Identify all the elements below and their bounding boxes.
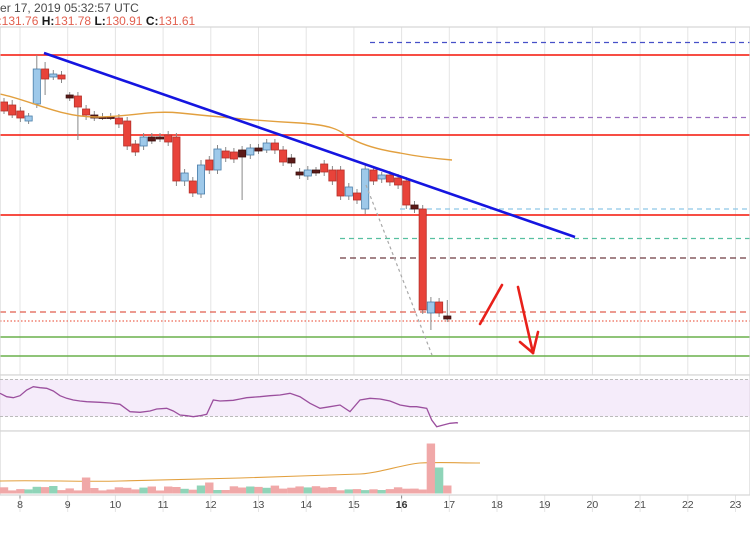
svg-text:19: 19 xyxy=(539,499,551,511)
svg-text:16: 16 xyxy=(396,499,408,511)
svg-text:12: 12 xyxy=(205,499,217,511)
svg-text:22: 22 xyxy=(682,499,694,511)
svg-text:18: 18 xyxy=(491,499,503,511)
svg-text:8: 8 xyxy=(17,499,23,511)
svg-text:21: 21 xyxy=(634,499,646,511)
svg-text:10: 10 xyxy=(110,499,122,511)
svg-text:23: 23 xyxy=(730,499,742,511)
svg-text:17: 17 xyxy=(443,499,455,511)
svg-text:20: 20 xyxy=(587,499,599,511)
svg-text:15: 15 xyxy=(348,499,360,511)
svg-text:9: 9 xyxy=(65,499,71,511)
svg-text:14: 14 xyxy=(300,499,312,511)
svg-text:11: 11 xyxy=(158,499,169,511)
svg-text:13: 13 xyxy=(253,499,265,511)
